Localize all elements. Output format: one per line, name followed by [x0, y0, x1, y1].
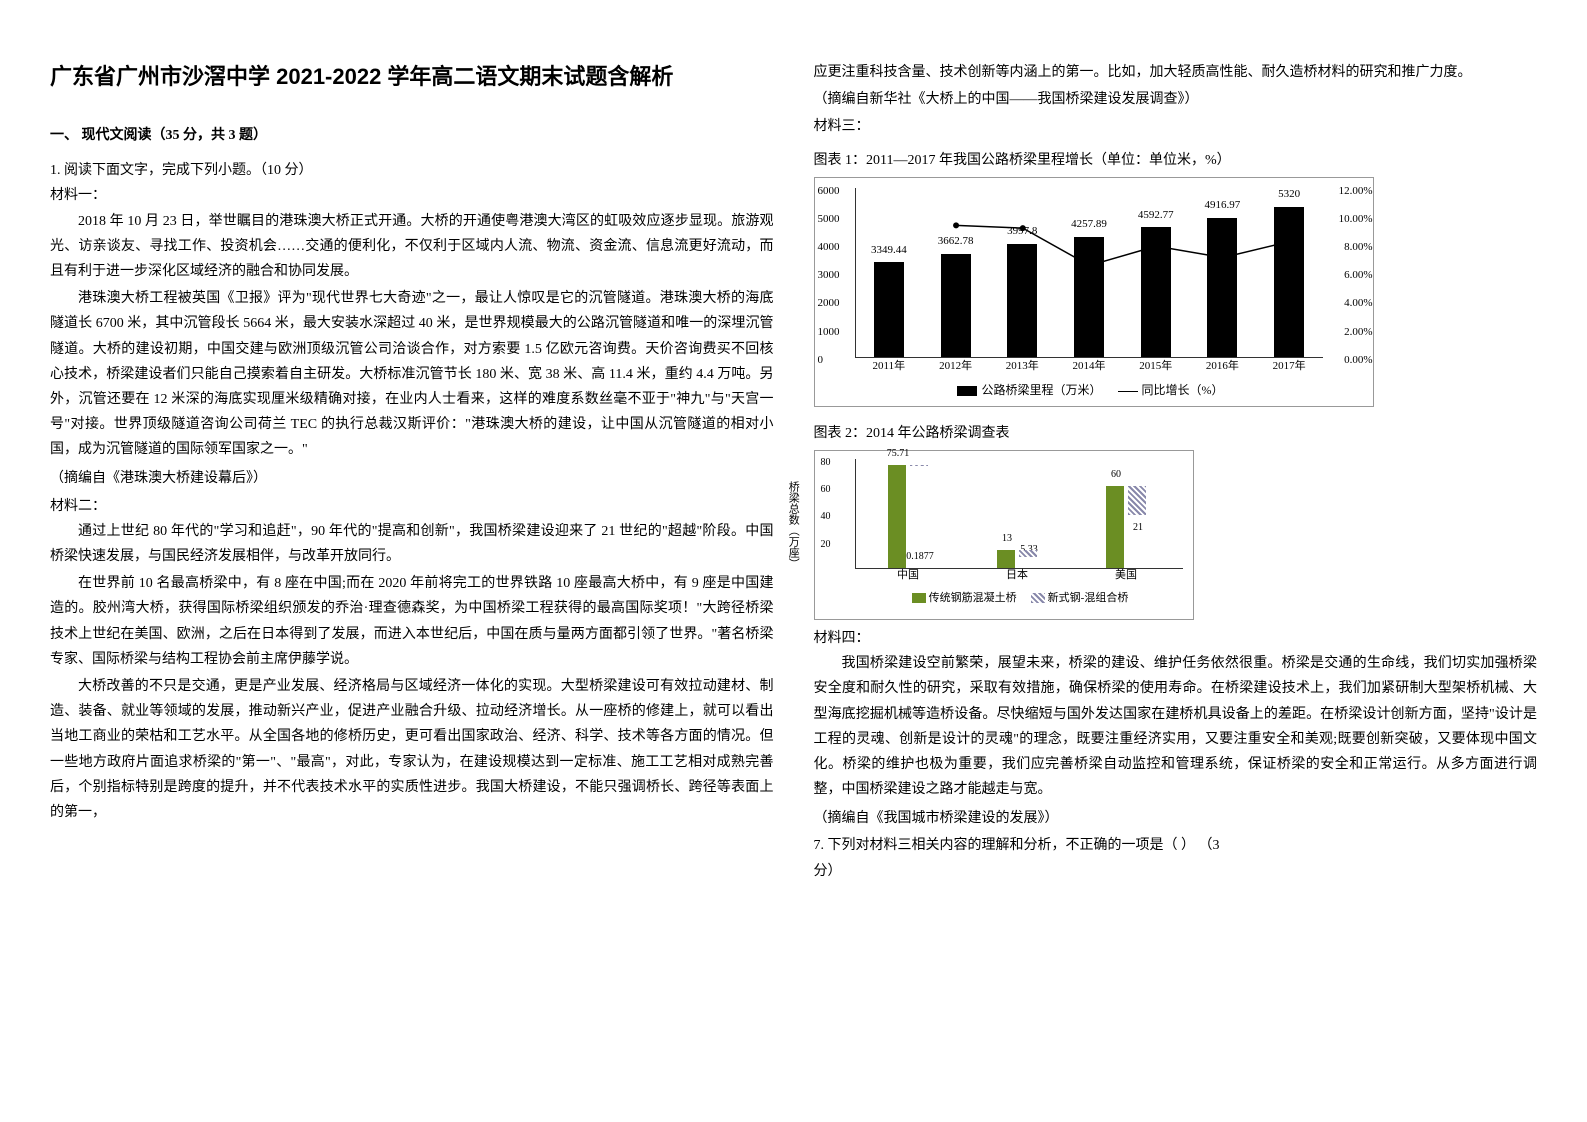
chart1-yleft-tick: 4000	[818, 238, 840, 258]
legend-solid-label: 传统钢筋混凝土桥	[929, 592, 1017, 604]
chart1-yright-tick: 4.00%	[1344, 294, 1372, 314]
chart2-y-axis-title: 桥梁总数（万座）	[783, 481, 803, 569]
chart2-caption: 图表 2：2014 年公路桥梁调查表	[814, 421, 1538, 446]
legend-hatch-swatch	[1031, 593, 1045, 603]
material-4-label: 材料四：	[814, 626, 1538, 651]
chart1-bar-value: 3349.44	[859, 241, 919, 261]
chart1-yleft-tick: 6000	[818, 182, 840, 202]
legend-solid-swatch	[912, 593, 926, 603]
chart1-yright-tick: 0.00%	[1344, 351, 1372, 371]
material-3-label: 材料三：	[814, 114, 1538, 139]
chart1-yright-tick: 6.00%	[1344, 266, 1372, 286]
chart2-bar-group	[1106, 486, 1146, 568]
chart1-bar-value: 4592.77	[1126, 206, 1186, 226]
material-2-p2: 在世界前 10 名最高桥梁中，有 8 座在中国;而在 2020 年前将完工的世界…	[50, 571, 774, 672]
chart1-x-label: 2011年	[864, 357, 914, 377]
chart1-legend: 公路桥梁里程（万米） 同比增长（%）	[855, 380, 1323, 402]
chart1-bar	[1141, 227, 1171, 356]
chart1-bar	[941, 254, 971, 357]
chart1-caption: 图表 1：2011—2017 年我国公路桥梁里程增长（单位：单位米，%）	[814, 148, 1538, 173]
chart1-yleft-tick: 2000	[818, 294, 840, 314]
chart1-bar-value: 3997.8	[992, 222, 1052, 242]
legend-hatch-label: 新式钢-混组合桥	[1048, 592, 1129, 604]
material-1-p2: 港珠澳大桥工程被英国《卫报》评为"现代世界七大奇迹"之一，最让人惊叹是它的沉管隧…	[50, 286, 774, 462]
chart1-yright-tick: 8.00%	[1344, 238, 1372, 258]
chart1-bar	[1074, 237, 1104, 357]
material-2-p3: 大桥改善的不只是交通，更是产业发展、经济格局与区域经济一体化的实现。大型桥梁建设…	[50, 674, 774, 825]
chart1-yleft-tick: 1000	[818, 323, 840, 343]
material-2-p1: 通过上世纪 80 年代的"学习和追赶"，90 年代的"提高和创新"，我国桥梁建设…	[50, 519, 774, 569]
section-1-heading: 一、 现代文阅读（35 分，共 3 题）	[50, 123, 774, 148]
chart2-plot: 2040608075.710.1877中国135.33日本6021美国	[855, 459, 1183, 569]
chart1-bar-value: 5320	[1259, 185, 1319, 205]
material-2-source: （摘编自新华社《大桥上的中国——我国桥梁建设发展调查》）	[814, 87, 1538, 112]
chart1-plot: 01000200030004000500060000.00%2.00%4.00%…	[855, 188, 1323, 358]
chart2-bar-group	[888, 465, 928, 568]
legend-line-swatch	[1118, 391, 1138, 392]
chart1-yright-tick: 10.00%	[1339, 210, 1373, 230]
chart1-yleft-tick: 5000	[818, 210, 840, 230]
chart1-yright-tick: 12.00%	[1339, 182, 1373, 202]
material-1-p1: 2018 年 10 月 23 日，举世瞩目的港珠澳大桥正式开通。大桥的开通使粤港…	[50, 209, 774, 285]
legend-bar-label: 公路桥梁里程（万米）	[981, 383, 1101, 397]
chart1-x-label: 2013年	[997, 357, 1047, 377]
chart2-bar	[1019, 550, 1037, 557]
material-4-p1: 我国桥梁建设空前繁荣，展望未来，桥梁的建设、维护任务依然很重。桥梁是交通的生命线…	[814, 651, 1538, 802]
material-2-label: 材料二：	[50, 494, 774, 519]
chart2-y-tick: 20	[821, 536, 831, 554]
material-1-source: （摘编自《港珠澳大桥建设幕后》）	[50, 466, 774, 491]
chart2-legend: 传统钢筋混凝土桥 新式钢-混组合桥	[855, 589, 1183, 609]
chart1-bar	[1007, 244, 1037, 357]
chart1-bar	[1274, 207, 1304, 357]
chart2-container: 桥梁总数（万座） 2040608075.710.1877中国135.33日本60…	[814, 450, 1194, 620]
chart2-x-label: 日本	[992, 566, 1042, 586]
chart2-bar	[1106, 486, 1124, 568]
material-1-label: 材料一：	[50, 183, 774, 208]
chart1-bar-value: 4257.89	[1059, 215, 1119, 235]
chart2-bar-value: 75.71	[878, 445, 918, 463]
right-column: 应更注重科技含量、技术创新等内涵上的第一。比如，加大轻质高性能、耐久造桥材料的研…	[814, 60, 1538, 1082]
material-2-continuation: 应更注重科技含量、技术创新等内涵上的第一。比如，加大轻质高性能、耐久造桥材料的研…	[814, 60, 1538, 85]
question-7b: 分）	[814, 859, 1538, 884]
material-4-source: （摘编自《我国城市桥梁建设的发展》）	[814, 806, 1538, 831]
legend-bar-swatch	[957, 386, 977, 396]
chart2-bar	[910, 465, 928, 466]
chart1-bar	[1207, 218, 1237, 356]
chart2-bar	[1128, 486, 1146, 515]
chart1-x-label: 2012年	[931, 357, 981, 377]
chart2-y-tick: 40	[821, 508, 831, 526]
chart1-x-label: 2017年	[1264, 357, 1314, 377]
chart2-bar-value: 60	[1096, 466, 1136, 484]
chart1-bar-value: 3662.78	[926, 232, 986, 252]
exam-title: 广东省广州市沙滘中学 2021-2022 学年高二语文期末试题含解析	[50, 60, 774, 93]
chart1-x-label: 2014年	[1064, 357, 1114, 377]
chart1-x-label: 2016年	[1197, 357, 1247, 377]
chart2-bar	[888, 465, 906, 568]
chart1-x-label: 2015年	[1131, 357, 1181, 377]
chart1-yleft-tick: 3000	[818, 266, 840, 286]
chart1-container: 0 1000 2000 3000 4000 5000 6000 0.00% 2.00% 4.00%…	[814, 177, 1374, 407]
chart1-bar	[874, 262, 904, 356]
chart2-y-tick: 60	[821, 481, 831, 499]
chart1-yleft-tick: 0	[818, 351, 824, 371]
chart2-x-label: 中国	[883, 566, 933, 586]
question-1: 1. 阅读下面文字，完成下列小题。（10 分）	[50, 158, 774, 183]
chart2-y-tick: 80	[821, 454, 831, 472]
question-7: 7. 下列对材料三相关内容的理解和分析，不正确的一项是（ ） （3	[814, 833, 1538, 858]
chart1-bar-value: 4916.97	[1192, 196, 1252, 216]
chart2-x-label: 美国	[1101, 566, 1151, 586]
left-column: 广东省广州市沙滘中学 2021-2022 学年高二语文期末试题含解析 一、 现代…	[50, 60, 774, 1082]
legend-line-label: 同比增长（%）	[1142, 383, 1224, 397]
chart1-yright-tick: 2.00%	[1344, 323, 1372, 343]
